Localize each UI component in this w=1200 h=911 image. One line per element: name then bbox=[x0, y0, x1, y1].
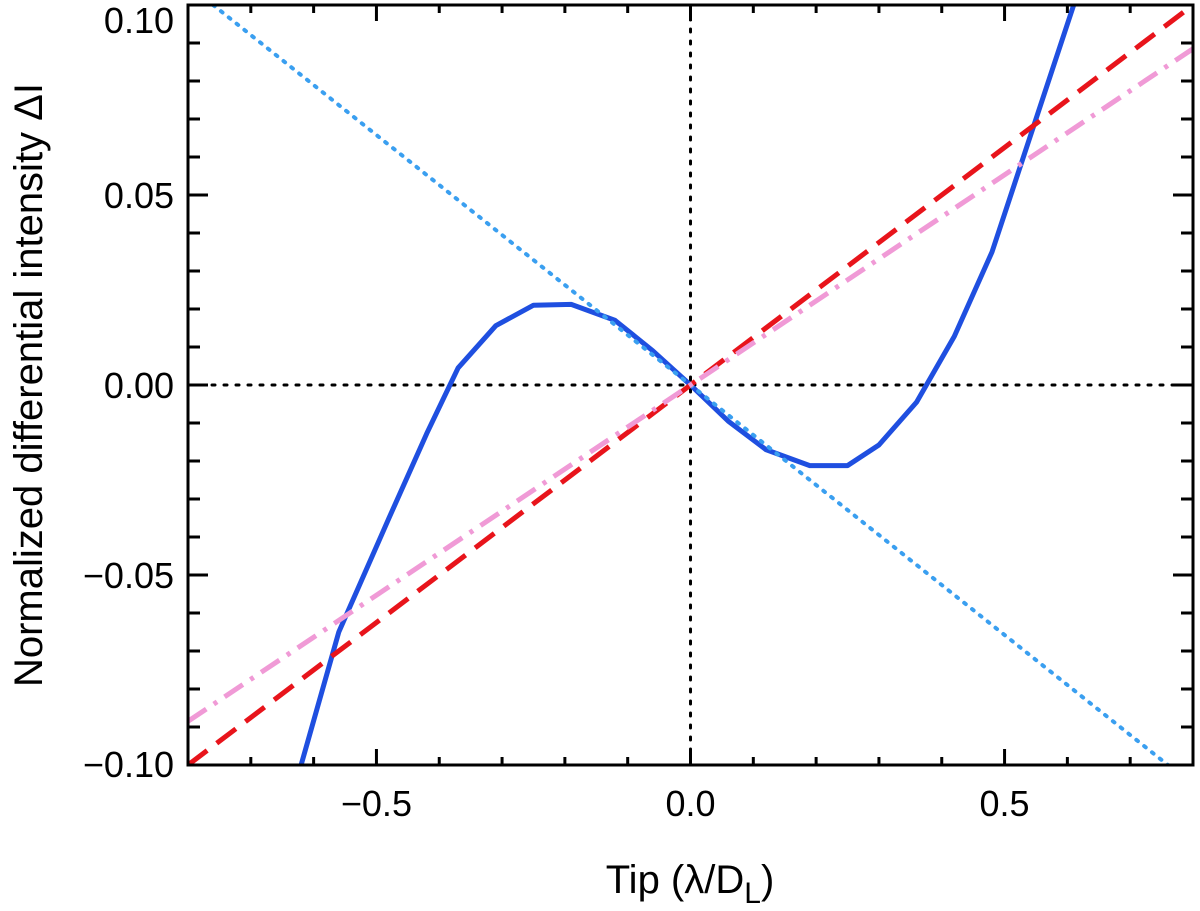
y-tick-label: −0.10 bbox=[83, 744, 174, 785]
y-tick-label: 0.10 bbox=[104, 0, 174, 41]
x-axis-title: Tip (λ/DL) bbox=[606, 858, 775, 910]
series-dash-dot-pink bbox=[188, 46, 1193, 724]
x-tick-label: −0.5 bbox=[341, 783, 412, 824]
series-layer bbox=[188, 5, 1193, 765]
y-axis-title: Normalized differential intensity ΔI bbox=[7, 83, 51, 687]
x-tick-label: 0.5 bbox=[980, 783, 1030, 824]
y-tick-label: 0.00 bbox=[104, 365, 174, 406]
y-tick-label: 0.05 bbox=[104, 175, 174, 216]
x-axis-title-subscript: L bbox=[744, 877, 761, 910]
plot-frame bbox=[186, 3, 1195, 767]
y-tick-label: −0.05 bbox=[83, 555, 174, 596]
tick-labels: −0.5 0.0 0.5 −0.10 −0.05 0.00 0.05 0.10 bbox=[83, 0, 1030, 824]
x-tick-label: 0.0 bbox=[665, 783, 715, 824]
x-axis-title-close: ) bbox=[761, 858, 774, 902]
x-axis-title-main: Tip (λ/D bbox=[606, 858, 745, 902]
